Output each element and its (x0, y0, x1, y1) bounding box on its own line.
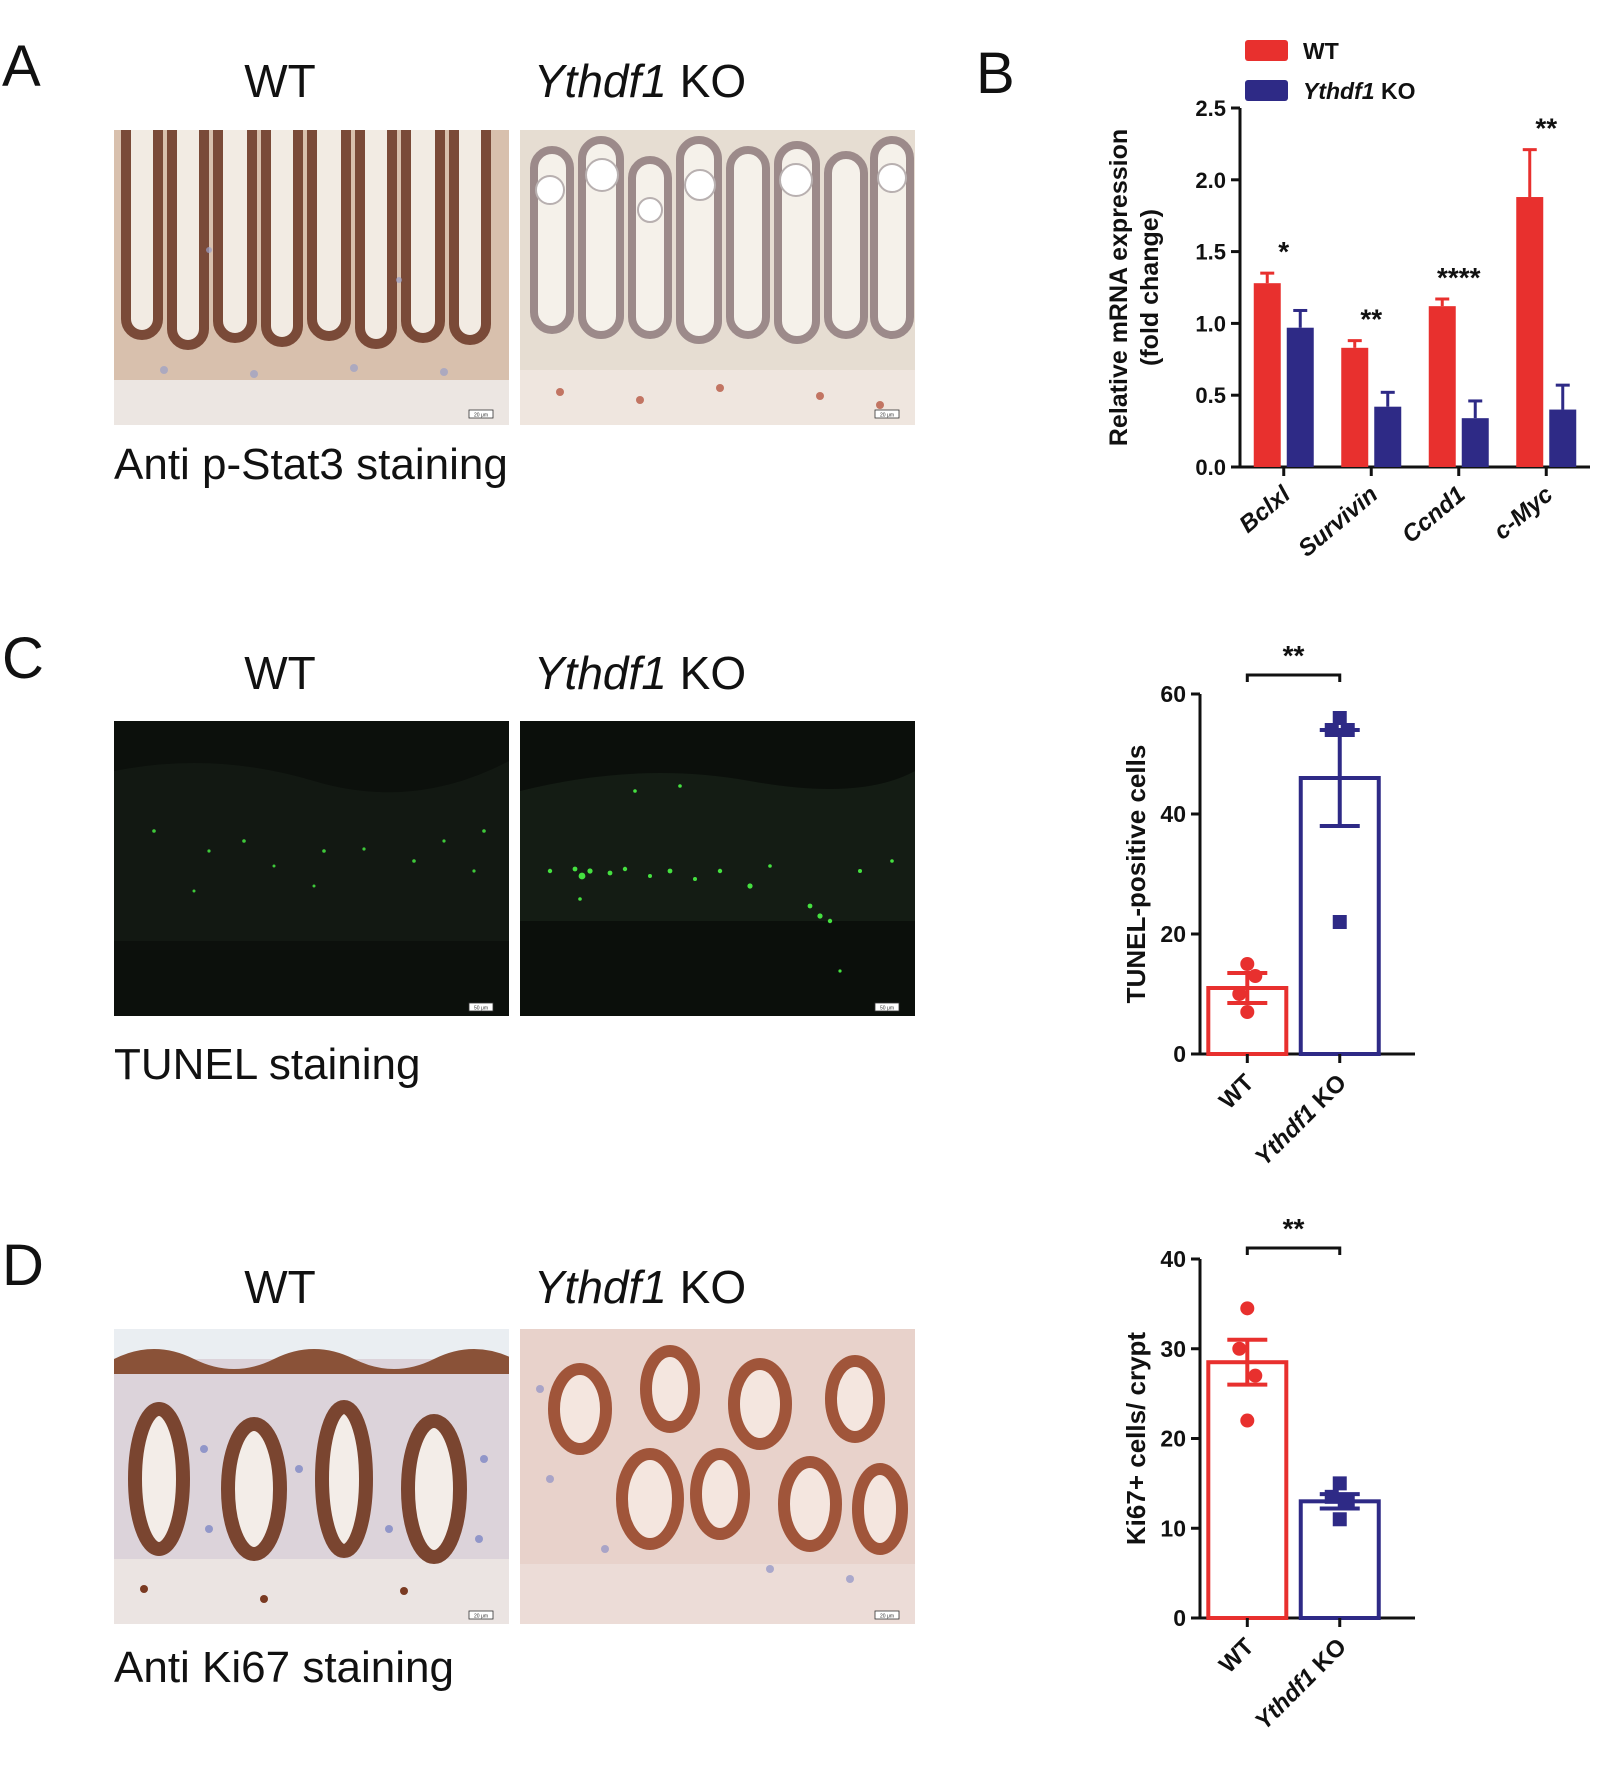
data-point (1324, 723, 1339, 737)
wt-title-a: WT (244, 55, 316, 107)
ko-title-a: Ythdf1 KO (430, 58, 850, 104)
legend-label-ko: Ythdf1 KO (1303, 78, 1415, 104)
micrograph-a-wt: 20 μm (114, 130, 509, 425)
ko-suffix-c: KO (679, 647, 747, 699)
x-tick-label: Ccnd1 (1397, 481, 1471, 549)
data-point (1240, 957, 1255, 971)
data-point (1232, 987, 1247, 1001)
x-tick-label: Ythdf1 KO (1250, 1069, 1352, 1171)
significance-marker: ** (1535, 113, 1557, 144)
micrograph-a-ko: 20 μm (520, 130, 915, 425)
scalebar-label-d-ko: 20 μm (880, 1614, 894, 1620)
chart-b: 0.0 0.5 1.0 1.5 2.0 2.5 Relative mRNA expressi… (1105, 38, 1590, 563)
data-point (1240, 1413, 1255, 1428)
caption-d: Anti Ki67 staining (114, 1643, 454, 1692)
caption-c: TUNEL staining (114, 1040, 421, 1089)
ko-title-d: Ythdf1 KO (430, 1264, 850, 1310)
significance-marker: ** (1360, 304, 1382, 335)
ko-gene-name-a: Ythdf1 (533, 55, 667, 107)
x-tick-label: Ythdf1 KO (1250, 1633, 1352, 1735)
significance-bracket (1245, 673, 1342, 682)
scalebar-label-c-wt: 50 μm (474, 1006, 488, 1012)
significance-marker: **** (1437, 262, 1481, 293)
x-tick-label: WT (1214, 1069, 1260, 1115)
bar-Ccnd1-wt (1428, 306, 1456, 467)
data-point (1324, 1489, 1339, 1504)
data-point (1340, 723, 1355, 737)
y-tick-label: 0.0 (1195, 455, 1226, 480)
y-tick-label: 0 (1173, 1605, 1186, 1631)
data-point (1240, 1301, 1255, 1316)
ko-gene-name-c: Ythdf1 (533, 647, 667, 699)
x-tick-label: c-Myc (1489, 481, 1558, 545)
y-axis-label-line2: (fold change) (1136, 209, 1164, 366)
data-point (1332, 1512, 1347, 1527)
bar-Bclxl-ko (1286, 327, 1314, 467)
micrograph-c-ko: 50 μm (520, 721, 915, 1016)
ko-gene-name-d: Ythdf1 (533, 1261, 667, 1313)
micrograph-d-ko: 20 μm (520, 1329, 915, 1624)
y-axis-label-line1: Relative mRNA expression (1105, 129, 1133, 446)
y-tick-label: 0 (1173, 1041, 1186, 1067)
bar-Ccnd1-ko (1461, 418, 1489, 467)
y-tick-label: 1.0 (1195, 311, 1226, 336)
significance-marker: ** (1283, 1213, 1305, 1244)
bar-Survivin-ko (1374, 406, 1402, 467)
bar-Bclxl-wt (1253, 283, 1281, 467)
data-point (1332, 915, 1347, 929)
micrograph-d-wt: 20 μm (114, 1329, 509, 1624)
scalebar-label-c-ko: 50 μm (880, 1006, 894, 1012)
y-tick-label: 20 (1160, 921, 1186, 947)
ko-title-c: Ythdf1 KO (430, 650, 850, 696)
panel-label-b: B (976, 41, 1015, 106)
y-tick-label: 20 (1160, 1426, 1186, 1452)
panel-label-a: A (2, 34, 41, 99)
bar-Survivin-wt (1341, 347, 1369, 467)
legend-swatch-wt (1245, 40, 1288, 61)
bar-c-Myc-wt (1516, 197, 1544, 468)
significance-bracket (1245, 1246, 1342, 1255)
legend-label-wt: WT (1303, 38, 1339, 64)
ko-suffix-a: KO (679, 55, 747, 107)
y-tick-label: 10 (1160, 1515, 1186, 1541)
x-tick-label: Bclxl (1234, 480, 1296, 538)
y-tick-label: 1.5 (1195, 240, 1226, 265)
data-point (1248, 1368, 1263, 1383)
y-tick-label: 0.5 (1195, 383, 1226, 408)
y-tick-label: 2.0 (1195, 168, 1226, 193)
legend-swatch-ko (1245, 80, 1288, 101)
panel-label-c: C (2, 626, 44, 691)
scalebar-label-a-ko: 20 μm (880, 413, 894, 419)
data-point (1332, 1476, 1347, 1491)
y-tick-label: 40 (1160, 801, 1186, 827)
caption-a: Anti p-Stat3 staining (114, 440, 508, 489)
y-axis-label: Ki67+ cells/ crypt (1121, 1332, 1151, 1546)
scalebar-label-d-wt: 20 μm (474, 1614, 488, 1620)
y-tick-label: 60 (1160, 681, 1186, 707)
bar-c-Myc-ko (1549, 409, 1577, 467)
scalebar-label-a-wt: 20 μm (474, 413, 488, 419)
data-point (1240, 1005, 1255, 1019)
wt-title-d: WT (244, 1261, 316, 1313)
data-point (1248, 969, 1263, 983)
ko-suffix-d: KO (679, 1261, 747, 1313)
panel-label-d: D (2, 1233, 44, 1298)
micrograph-c-wt: 50 μm (114, 721, 509, 1016)
y-tick-label: 2.5 (1195, 96, 1226, 121)
significance-marker: ** (1283, 640, 1305, 671)
x-tick-label: WT (1214, 1633, 1260, 1679)
bar-wt (1206, 1360, 1289, 1620)
wt-title-c: WT (244, 647, 316, 699)
data-point (1340, 1494, 1355, 1509)
data-point (1332, 711, 1347, 725)
y-tick-label: 40 (1160, 1246, 1186, 1272)
y-axis-label: TUNEL-positive cells (1121, 745, 1151, 1004)
data-point (1232, 1341, 1247, 1356)
significance-marker: * (1278, 236, 1289, 267)
x-tick-label: Survivin (1293, 481, 1383, 563)
y-tick-label: 30 (1160, 1336, 1186, 1362)
